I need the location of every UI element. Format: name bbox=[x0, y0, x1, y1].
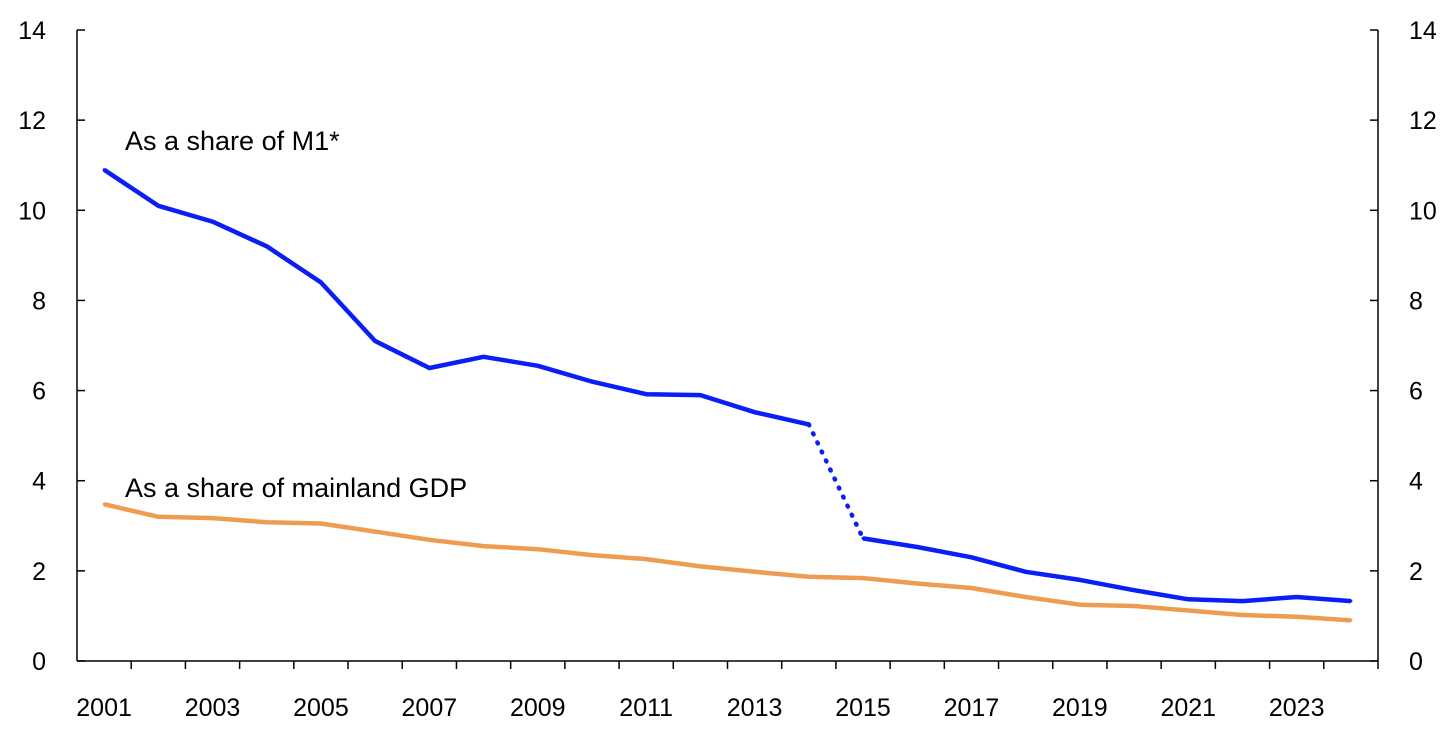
data-point-0 bbox=[590, 380, 594, 384]
data-point-1 bbox=[1240, 613, 1244, 617]
data-point-1 bbox=[482, 544, 486, 548]
data-point-0 bbox=[211, 220, 215, 224]
data-point-1 bbox=[753, 570, 757, 574]
x-tick-label: 2011 bbox=[619, 694, 673, 722]
data-point-0 bbox=[1132, 588, 1136, 592]
annotation-gdp-share: As a share of mainland GDP bbox=[125, 473, 467, 503]
data-point-1 bbox=[1078, 603, 1082, 607]
data-point-1 bbox=[644, 557, 648, 561]
y-tick-label-left: 6 bbox=[32, 378, 46, 406]
y-tick-label-right: 2 bbox=[1409, 558, 1423, 586]
y-tick-label-left: 0 bbox=[32, 648, 46, 676]
data-point-0 bbox=[156, 204, 160, 208]
x-tick-label: 2015 bbox=[835, 694, 891, 722]
x-tick-label: 2021 bbox=[1160, 694, 1216, 722]
x-tick-label: 2013 bbox=[727, 694, 783, 722]
data-point-1 bbox=[590, 553, 594, 557]
data-point-1 bbox=[536, 547, 540, 551]
data-point-1 bbox=[1024, 595, 1028, 599]
y-tick-label-left: 2 bbox=[32, 558, 46, 586]
data-point-0 bbox=[1240, 599, 1244, 603]
data-point-1 bbox=[915, 581, 919, 585]
data-point-0 bbox=[102, 168, 106, 172]
data-point-1 bbox=[102, 502, 106, 506]
data-point-0 bbox=[265, 244, 269, 248]
data-point-0 bbox=[1186, 597, 1190, 601]
data-point-0 bbox=[969, 555, 973, 559]
data-point-1 bbox=[1186, 609, 1190, 613]
data-point-0 bbox=[861, 536, 865, 540]
data-point-0 bbox=[536, 364, 540, 368]
x-axis: 2001 2003 2005 2007 2009 2011 2013 2015 2017 2019… bbox=[76, 661, 1379, 722]
y-tick-label-left: 12 bbox=[18, 107, 46, 135]
series-line-0 bbox=[102, 167, 810, 427]
y-tick-label-right: 8 bbox=[1409, 287, 1423, 315]
y-tick-label-right: 14 bbox=[1409, 17, 1437, 45]
data-point-1 bbox=[1349, 618, 1353, 622]
y-tick-label-left: 4 bbox=[32, 468, 46, 496]
data-point-1 bbox=[265, 520, 269, 524]
data-point-0 bbox=[1295, 595, 1299, 599]
y-tick-label-right: 10 bbox=[1409, 197, 1437, 225]
series-lines bbox=[102, 167, 1353, 623]
y-tick-label-left: 8 bbox=[32, 287, 46, 315]
y-tick-label-right: 0 bbox=[1409, 648, 1423, 676]
series-line-0 bbox=[862, 536, 1352, 604]
left-y-axis: 0 2 4 6 8 10 12 14 bbox=[18, 17, 85, 676]
series-line-1 bbox=[103, 502, 1352, 623]
data-point-0 bbox=[807, 422, 811, 426]
x-tick-label: 2023 bbox=[1269, 694, 1325, 722]
data-point-0 bbox=[482, 355, 486, 359]
y-tick-label-right: 12 bbox=[1409, 107, 1437, 135]
data-point-0 bbox=[1078, 578, 1082, 582]
y-tick-label-left: 14 bbox=[18, 17, 46, 45]
data-point-0 bbox=[698, 393, 702, 397]
data-point-1 bbox=[156, 515, 160, 519]
data-point-1 bbox=[969, 586, 973, 590]
data-point-0 bbox=[753, 410, 757, 414]
data-point-0 bbox=[644, 392, 648, 396]
data-point-1 bbox=[1132, 604, 1136, 608]
chart-axes bbox=[76, 30, 1379, 662]
x-tick-label: 2007 bbox=[402, 694, 458, 722]
x-tick-label: 2017 bbox=[944, 694, 1000, 722]
data-point-1 bbox=[373, 530, 377, 534]
annotation-m1-share: As a share of M1* bbox=[125, 126, 340, 156]
x-tick-label: 2005 bbox=[293, 694, 349, 722]
y-tick-label-right: 4 bbox=[1409, 468, 1423, 496]
y-tick-label-left: 10 bbox=[18, 197, 46, 225]
data-point-1 bbox=[319, 522, 323, 526]
y-tick-label-right: 6 bbox=[1409, 378, 1423, 406]
data-point-0 bbox=[319, 280, 323, 284]
data-point-1 bbox=[807, 575, 811, 579]
data-point-0 bbox=[915, 545, 919, 549]
x-tick-label: 2009 bbox=[510, 694, 566, 722]
data-point-1 bbox=[427, 538, 431, 542]
data-point-0 bbox=[1349, 599, 1353, 603]
data-point-0 bbox=[1024, 570, 1028, 574]
data-point-1 bbox=[861, 576, 865, 580]
data-point-1 bbox=[698, 564, 702, 568]
data-point-0 bbox=[427, 366, 431, 370]
data-point-0 bbox=[373, 339, 377, 343]
data-point-1 bbox=[1295, 615, 1299, 619]
series-dotted-break-0 bbox=[806, 422, 866, 541]
x-tick-label: 2019 bbox=[1052, 694, 1108, 722]
right-y-axis: 0 2 4 6 8 10 12 14 bbox=[1370, 17, 1437, 676]
x-tick-label: 2001 bbox=[76, 694, 132, 722]
x-tick-label: 2003 bbox=[185, 694, 241, 722]
data-point-1 bbox=[211, 516, 215, 520]
